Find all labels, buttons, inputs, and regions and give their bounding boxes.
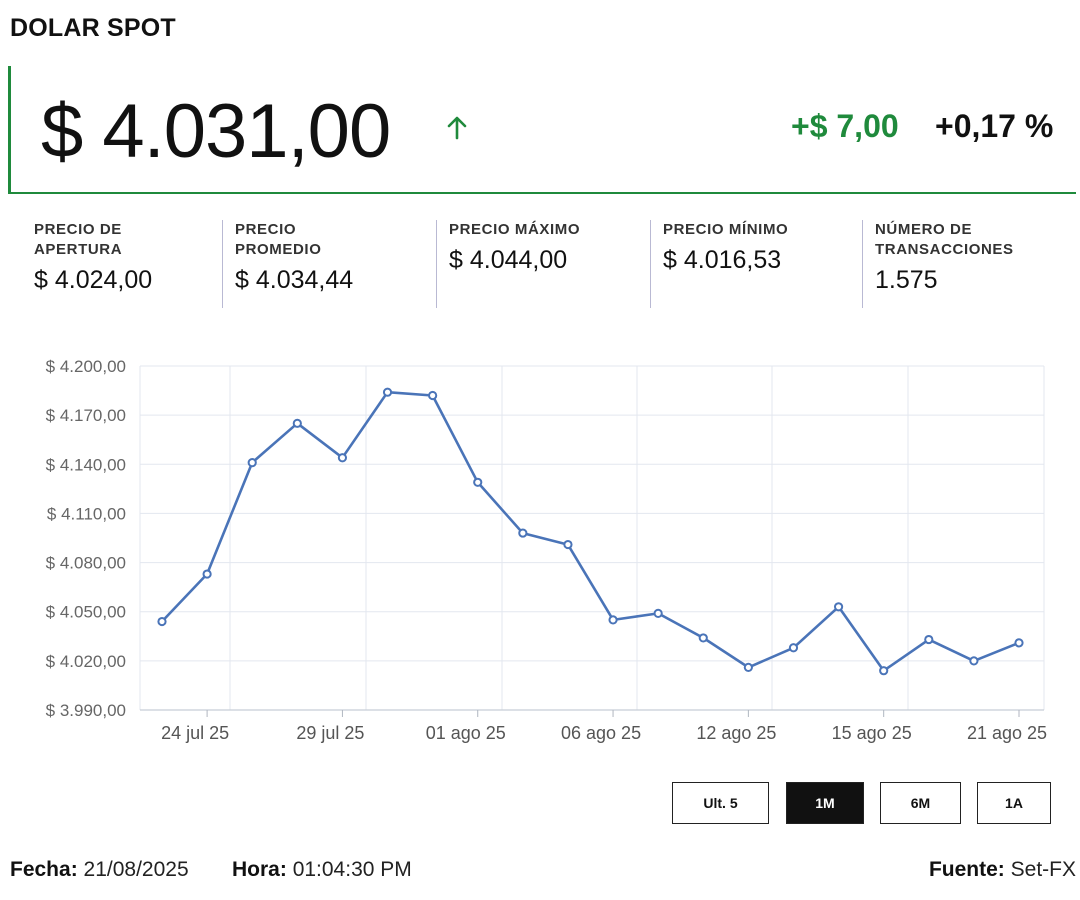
y-tick-label: $ 4.140,00 bbox=[46, 455, 126, 474]
data-point bbox=[653, 608, 663, 618]
range-selector: Ult. 5 1M 6M 1A bbox=[0, 782, 1080, 824]
stat-value: $ 4.034,44 bbox=[235, 266, 354, 294]
data-point bbox=[337, 453, 348, 463]
price-change-percent: +0,17 % bbox=[935, 108, 1054, 144]
stat-transactions: NÚMERO DE TRANSACCIONES 1.575 bbox=[862, 220, 1072, 308]
data-point bbox=[473, 477, 483, 487]
y-tick-label: $ 4.110,00 bbox=[47, 504, 126, 523]
stats-row: PRECIO DE APERTURA $ 4.024,00 PRECIO PROME… bbox=[22, 220, 1072, 310]
data-point bbox=[969, 656, 979, 666]
data-point bbox=[743, 662, 753, 673]
data-point bbox=[563, 539, 573, 550]
price-line-chart: $ 3.990,00 $ 4.020,00 $ 4.050,00 $ 4.080,00… bbox=[46, 357, 1047, 743]
stat-label: PRECIO MÁXIMO bbox=[449, 221, 581, 238]
current-price: $ 4.031,00 bbox=[41, 89, 391, 174]
data-point bbox=[382, 387, 393, 397]
page-title: DOLAR SPOT bbox=[10, 14, 176, 42]
series-line bbox=[161, 390, 1020, 673]
footer-source: Fuente: Set-FX bbox=[928, 858, 1076, 881]
price-summary: $ 4.031,00 +$ 7,00 +0,17 % bbox=[8, 66, 1076, 194]
range-button-1a[interactable]: 1A bbox=[977, 782, 1051, 824]
y-tick-label: $ 4.050,00 bbox=[46, 603, 126, 622]
data-point bbox=[247, 458, 257, 468]
x-tick-label: 06 ago 25 bbox=[561, 723, 641, 743]
data-point bbox=[202, 569, 212, 579]
range-button-6m[interactable]: 6M bbox=[880, 782, 961, 824]
y-tick-label: $ 4.170,00 bbox=[46, 406, 126, 425]
x-tick-label: 01 ago 25 bbox=[426, 723, 506, 743]
x-tick-label: 12 ago 25 bbox=[696, 723, 776, 743]
data-point bbox=[157, 616, 167, 627]
x-tick-label: 29 jul 25 bbox=[296, 723, 364, 743]
range-button-last5[interactable]: Ult. 5 bbox=[672, 782, 769, 824]
stat-label: PRECIO PROMEDIO bbox=[235, 221, 322, 258]
stat-average-price: PRECIO PROMEDIO $ 4.034,44 bbox=[222, 220, 436, 308]
x-tick-label: 24 jul 25 bbox=[161, 723, 229, 743]
stat-value: $ 4.044,00 bbox=[449, 246, 568, 274]
arrow-up-icon bbox=[447, 116, 467, 140]
stat-label: NÚMERO DE TRANSACCIONES bbox=[875, 221, 1014, 258]
footer-time: Hora: 01:04:30 PM bbox=[232, 858, 412, 881]
range-button-1m[interactable]: 1M bbox=[786, 782, 864, 824]
y-tick-label: $ 3.990,00 bbox=[46, 701, 126, 720]
data-point bbox=[608, 615, 618, 625]
data-point bbox=[1014, 638, 1024, 648]
data-point bbox=[924, 634, 934, 645]
stat-value: $ 4.016,53 bbox=[663, 246, 782, 274]
data-point bbox=[518, 528, 528, 538]
data-point bbox=[833, 602, 844, 612]
data-point bbox=[428, 390, 438, 401]
footer-date: Fecha: 21/08/2025 bbox=[10, 858, 189, 881]
data-point bbox=[788, 643, 799, 653]
x-tick-label: 21 ago 25 bbox=[967, 723, 1047, 743]
data-point bbox=[292, 418, 302, 428]
stat-value: $ 4.024,00 bbox=[34, 266, 153, 294]
stat-opening-price: PRECIO DE APERTURA $ 4.024,00 bbox=[22, 220, 222, 308]
stat-label: PRECIO MÍNIMO bbox=[663, 221, 789, 238]
stat-value: 1.575 bbox=[875, 266, 938, 294]
y-tick-label: $ 4.200,00 bbox=[46, 357, 126, 376]
data-point bbox=[879, 666, 889, 676]
y-tick-label: $ 4.020,00 bbox=[46, 652, 126, 671]
stat-min-price: PRECIO MÍNIMO $ 4.016,53 bbox=[650, 220, 862, 308]
data-point bbox=[698, 633, 708, 643]
stat-label: PRECIO DE APERTURA bbox=[34, 221, 123, 258]
price-change-absolute: +$ 7,00 bbox=[791, 108, 899, 144]
y-tick-label: $ 4.080,00 bbox=[46, 554, 126, 573]
x-tick-label: 15 ago 25 bbox=[832, 723, 912, 743]
stat-max-price: PRECIO MÁXIMO $ 4.044,00 bbox=[436, 220, 650, 308]
